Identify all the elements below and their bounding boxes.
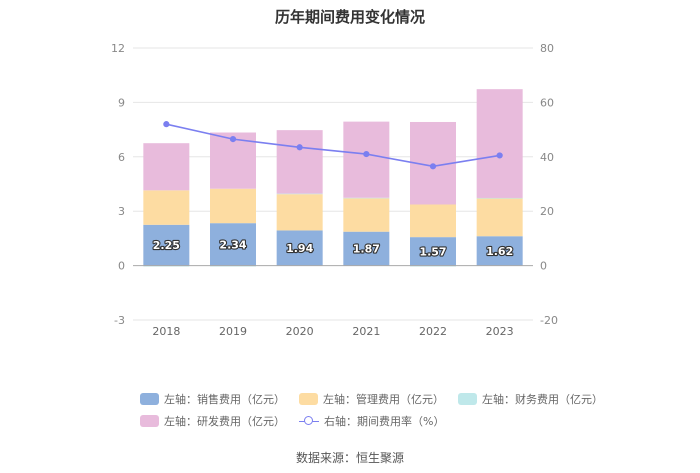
line-point: [363, 150, 370, 158]
bar-segment: [343, 198, 390, 232]
bar-segment: [343, 197, 390, 199]
right-axis-tick: 80: [540, 42, 554, 55]
x-axis-ticks: 2018 2019 2020 2021 2022 2023: [152, 325, 513, 338]
legend-swatch-sales: [140, 393, 159, 405]
right-axis-tick: 0: [540, 260, 547, 273]
bar-value-label: 2.25: [153, 239, 180, 252]
legend-label-finance: 左轴：财务费用（亿元）: [482, 393, 603, 406]
bar-value-label: 2.34: [219, 238, 246, 251]
bar-segment: [276, 194, 323, 231]
left-axis-tick: 9: [118, 96, 125, 109]
bar-segment: [276, 230, 323, 266]
bar-segment: [210, 223, 256, 266]
legend-item-admin[interactable]: 左轴：管理费用（亿元）: [299, 391, 444, 407]
right-axis-tick: 20: [540, 205, 554, 218]
bar-segment: [276, 130, 323, 194]
bar-value-label: 1.94: [286, 242, 313, 255]
line-point: [496, 152, 503, 159]
line-point: [229, 136, 237, 143]
x-axis-tick: 2019: [219, 325, 247, 338]
legend-item-expense-ratio[interactable]: 右轴：期间费用率（%）: [299, 413, 444, 429]
left-axis-tick: 12: [111, 42, 125, 55]
legend-item-sales[interactable]: 左轴：销售费用（亿元）: [140, 391, 285, 407]
line-point: [163, 121, 170, 128]
legend: 左轴：销售费用（亿元） 左轴：管理费用（亿元） 左轴：财务费用（亿元） 左轴：研…: [140, 388, 603, 432]
line-point: [296, 144, 303, 151]
legend-swatch-finance: [458, 393, 477, 405]
right-axis-ticks: -20 0 20 40 60 80: [540, 42, 558, 327]
bar-segment: [143, 190, 190, 225]
left-axis-tick: 6: [118, 151, 125, 164]
legend-item-finance[interactable]: 左轴：财务费用（亿元）: [458, 391, 603, 407]
bar-segment: [343, 231, 390, 266]
legend-label-expense-ratio: 右轴：期间费用率（%）: [324, 415, 445, 428]
right-axis-tick: 60: [540, 96, 554, 109]
left-axis-ticks: -3 0 3 6 9 12: [111, 42, 125, 327]
bar-segment: [276, 193, 323, 195]
bar-value-label: 1.87: [353, 243, 380, 256]
bar-labels: 2.25 2.34 1.94 1.87 1.57 1.62: [152, 237, 515, 259]
gridlines: [133, 47, 533, 321]
legend-label-admin: 左轴：管理费用（亿元）: [323, 393, 444, 406]
bar-segment: [210, 188, 256, 224]
bars: [143, 89, 523, 267]
x-axis-tick: 2021: [352, 325, 380, 338]
legend-label-sales: 左轴：销售费用（亿元）: [164, 393, 285, 406]
legend-swatch-admin: [299, 393, 318, 405]
bar-segment: [476, 89, 523, 198]
x-axis-tick: 2023: [486, 325, 514, 338]
expense-ratio-line: [166, 123, 500, 168]
left-axis-tick: 3: [118, 205, 125, 218]
left-axis-tick: -3: [114, 314, 125, 327]
legend-item-rnd[interactable]: 左轴：研发费用（亿元）: [140, 413, 285, 429]
bar-segment: [476, 236, 523, 266]
bar-segment: [410, 204, 456, 238]
legend-swatch-rnd: [140, 415, 159, 427]
data-source: 数据来源：恒生聚源: [295, 451, 404, 465]
x-axis-tick: 2020: [286, 325, 314, 338]
legend-line-icon: [299, 415, 319, 427]
x-axis-tick: 2018: [152, 325, 180, 338]
bar-segment: [476, 197, 523, 199]
bar-value-label: 1.57: [419, 245, 446, 258]
chart-title: 历年期间费用变化情况: [274, 8, 425, 26]
bar-segment: [343, 121, 390, 198]
line-series: [163, 121, 503, 170]
left-axis-tick: 0: [118, 260, 125, 273]
x-axis-tick: 2022: [419, 325, 447, 338]
bar-segment: [476, 198, 523, 237]
bar-segment: [143, 143, 190, 191]
bar-segment: [410, 237, 456, 266]
right-axis-tick: 40: [540, 151, 554, 164]
legend-label-rnd: 左轴：研发费用（亿元）: [164, 415, 285, 428]
right-axis-tick: -20: [540, 314, 558, 327]
bar-segment: [143, 224, 190, 266]
bar-value-label: 1.62: [486, 245, 513, 258]
line-point: [429, 163, 437, 170]
